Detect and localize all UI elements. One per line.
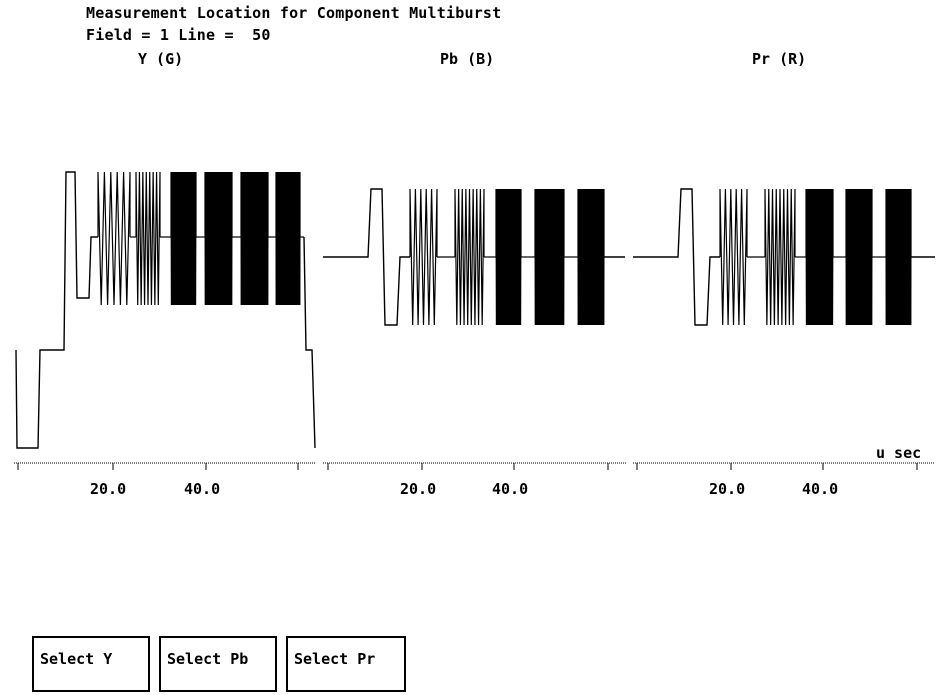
burst-packet xyxy=(495,188,522,326)
burst-packet xyxy=(534,188,565,326)
select-pb-button[interactable]: Select Pb xyxy=(159,636,277,692)
waveform-trace-y xyxy=(15,171,98,449)
burst-packet xyxy=(204,171,233,306)
burst-packet xyxy=(577,188,605,326)
tick-label-pb-20: 20.0 xyxy=(400,480,436,498)
channel-label-pb: Pb (B) xyxy=(440,50,495,68)
waveform-trace-pr xyxy=(633,188,720,326)
burst-packet xyxy=(805,188,834,326)
tick-label-y-20: 20.0 xyxy=(90,480,126,498)
bursts-pr xyxy=(719,188,912,326)
field-line-readout: Field = 1 Line = 50 xyxy=(86,26,271,44)
burst-packet xyxy=(885,188,912,326)
tick-label-pr-20: 20.0 xyxy=(709,480,745,498)
title-text: Measurement Location for Component Multi… xyxy=(86,4,502,22)
axis-ticks xyxy=(17,463,918,470)
axis-unit-label: u sec xyxy=(876,444,921,462)
tick-label-y-40: 40.0 xyxy=(184,480,220,498)
burst-packet xyxy=(845,188,873,326)
waveform-trace-y-tail xyxy=(303,236,316,449)
burst-packet xyxy=(135,171,161,306)
channel-label-pr: Pr (R) xyxy=(752,50,807,68)
burst-packet xyxy=(719,188,748,326)
burst-packet xyxy=(764,188,796,326)
select-y-button[interactable]: Select Y xyxy=(32,636,150,692)
burst-packet xyxy=(240,171,269,306)
burst-packet xyxy=(97,171,131,306)
bursts-pb xyxy=(409,188,605,326)
channel-label-y: Y (G) xyxy=(138,50,184,68)
burst-packet xyxy=(170,171,197,306)
bursts-y xyxy=(97,171,304,306)
tick-label-pb-40: 40.0 xyxy=(492,480,528,498)
waveform-display: 20.0 40.0 20.0 40.0 20.0 40.0 u sec xyxy=(14,171,935,498)
waveform-trace-pb xyxy=(323,188,410,326)
burst-packet xyxy=(454,188,485,326)
burst-packet xyxy=(409,188,438,326)
tick-label-pr-40: 40.0 xyxy=(802,480,838,498)
burst-packet xyxy=(275,171,301,306)
select-pr-button[interactable]: Select Pr xyxy=(286,636,406,692)
